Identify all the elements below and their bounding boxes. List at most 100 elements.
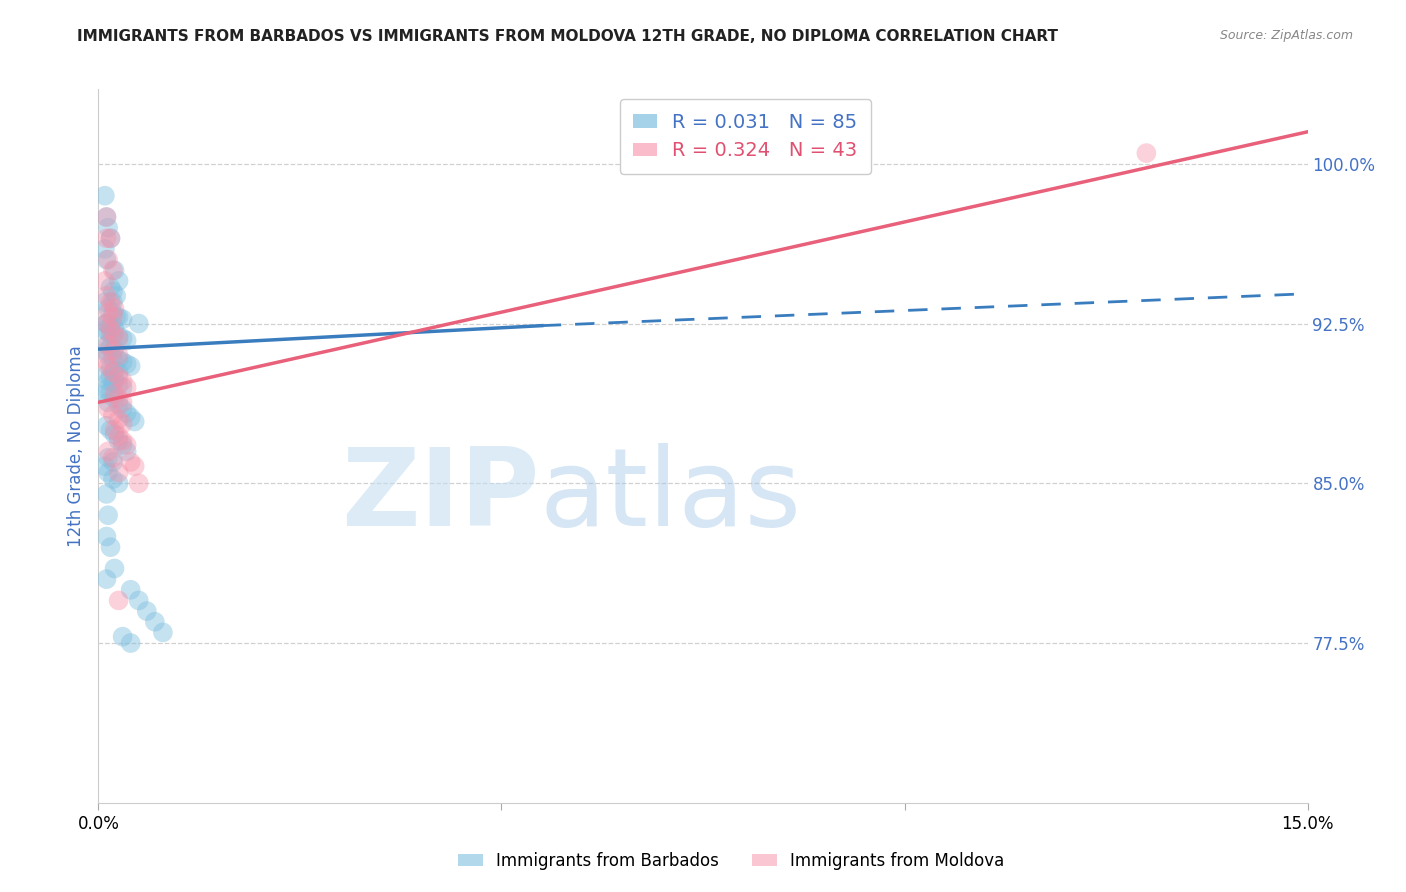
Point — [101, 376, 124, 391]
Point — [103, 427, 125, 442]
Point — [100, 384, 122, 399]
Point — [107, 378, 129, 392]
Point — [128, 593, 150, 607]
Point — [107, 466, 129, 480]
Point — [115, 380, 138, 394]
Point — [135, 604, 157, 618]
Point — [96, 317, 118, 331]
Point — [111, 395, 134, 409]
Point — [96, 572, 118, 586]
Point — [107, 369, 129, 384]
Point — [115, 334, 138, 348]
Point — [107, 331, 129, 345]
Point — [101, 351, 124, 365]
Point — [120, 455, 142, 469]
Point — [103, 561, 125, 575]
Point — [97, 349, 120, 363]
Point — [96, 529, 118, 543]
Point — [103, 342, 125, 356]
Point — [107, 429, 129, 443]
Point — [128, 317, 150, 331]
Point — [100, 280, 122, 294]
Point — [101, 472, 124, 486]
Point — [94, 188, 117, 202]
Point — [152, 625, 174, 640]
Point — [96, 368, 118, 382]
Point — [97, 444, 120, 458]
Point — [103, 327, 125, 342]
Point — [94, 323, 117, 337]
Point — [101, 263, 124, 277]
Point — [120, 410, 142, 425]
Point — [107, 274, 129, 288]
Point — [97, 359, 120, 373]
Text: atlas: atlas — [540, 443, 801, 549]
Point — [101, 285, 124, 299]
Point — [96, 317, 118, 331]
Point — [101, 306, 124, 320]
Point — [97, 374, 120, 388]
Point — [103, 391, 125, 405]
Point — [103, 386, 125, 401]
Point — [100, 323, 122, 337]
Point — [97, 466, 120, 480]
Point — [94, 242, 117, 256]
Point — [100, 231, 122, 245]
Point — [96, 487, 118, 501]
Point — [111, 355, 134, 369]
Point — [107, 349, 129, 363]
Point — [96, 210, 118, 224]
Legend: R = 0.031   N = 85, R = 0.324   N = 43: R = 0.031 N = 85, R = 0.324 N = 43 — [620, 99, 870, 174]
Point — [107, 310, 129, 325]
Point — [124, 459, 146, 474]
Point — [105, 289, 128, 303]
Point — [94, 352, 117, 367]
Point — [120, 582, 142, 597]
Point — [103, 263, 125, 277]
Point — [107, 476, 129, 491]
Y-axis label: 12th Grade, No Diploma: 12th Grade, No Diploma — [66, 345, 84, 547]
Point — [94, 459, 117, 474]
Point — [115, 438, 138, 452]
Point — [128, 476, 150, 491]
Point — [97, 325, 120, 339]
Point — [94, 295, 117, 310]
Point — [96, 344, 118, 359]
Point — [120, 636, 142, 650]
Point — [111, 374, 134, 388]
Point — [107, 391, 129, 405]
Point — [111, 438, 134, 452]
Legend: Immigrants from Barbados, Immigrants from Moldova: Immigrants from Barbados, Immigrants fro… — [451, 846, 1011, 877]
Point — [101, 408, 124, 422]
Point — [100, 295, 122, 310]
Point — [97, 220, 120, 235]
Point — [124, 415, 146, 429]
Point — [100, 327, 122, 342]
Point — [97, 401, 120, 416]
Point — [111, 417, 134, 431]
Point — [96, 252, 118, 267]
Point — [97, 508, 120, 523]
Point — [96, 231, 118, 245]
Point — [94, 274, 117, 288]
Point — [100, 540, 122, 554]
Point — [101, 295, 124, 310]
Point — [94, 386, 117, 401]
Point — [101, 310, 124, 325]
Point — [97, 252, 120, 267]
Point — [111, 434, 134, 448]
Point — [96, 383, 118, 397]
Point — [101, 344, 124, 359]
Point — [100, 231, 122, 245]
Text: ZIP: ZIP — [342, 443, 540, 549]
Point — [103, 423, 125, 437]
Point — [100, 423, 122, 437]
Point — [96, 317, 118, 331]
Point — [101, 450, 124, 465]
Point — [115, 444, 138, 458]
Point — [100, 318, 122, 333]
Point — [1135, 146, 1157, 161]
Point — [115, 406, 138, 420]
Point — [107, 329, 129, 343]
Point — [97, 450, 120, 465]
